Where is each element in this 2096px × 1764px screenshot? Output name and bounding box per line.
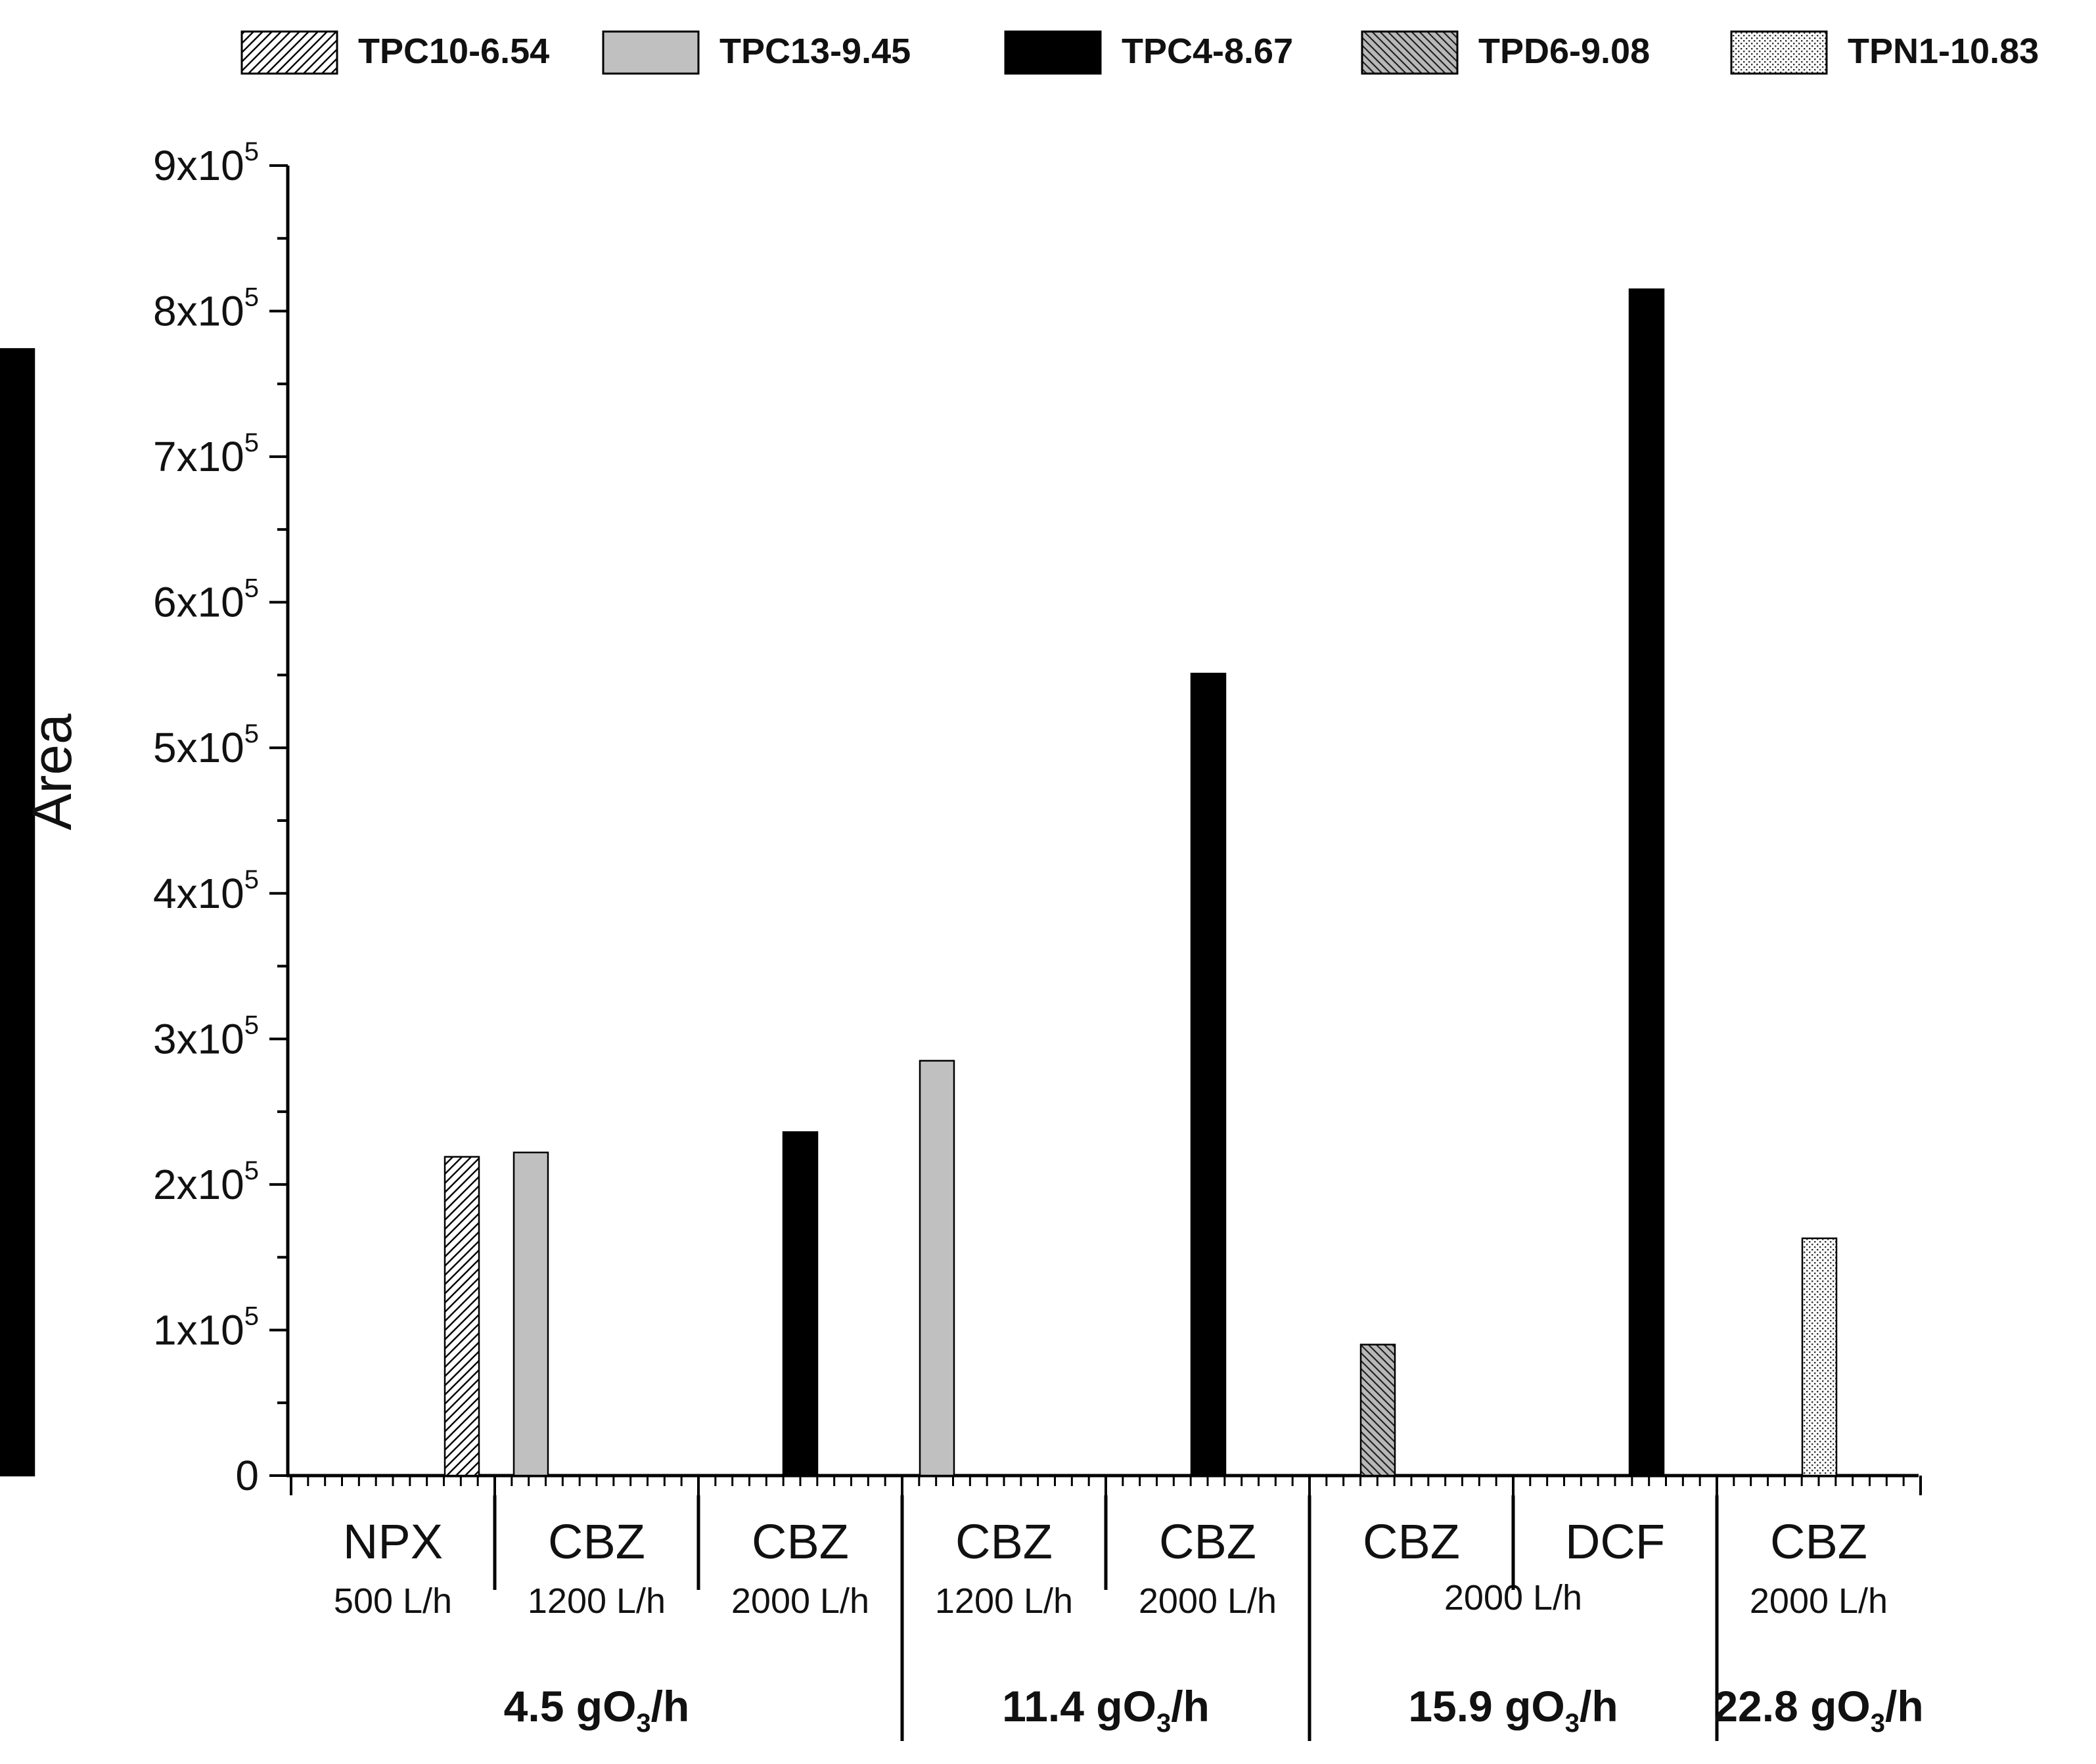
y-axis-title: Area <box>21 713 83 830</box>
y-axis: 0 1x105 2x105 3x105 4x105 5x105 6x105 7x105 8x10… <box>153 137 290 1499</box>
y-tick-label-2: 2x105 <box>153 1156 259 1208</box>
flow-label: 1200 L/h <box>935 1581 1073 1621</box>
legend-label-4: TPD6-9.08 <box>1478 32 1650 71</box>
legend: TPC10-6.54 TPC13-9.45 TPC4-8.67 TPD6-9.08 TP… <box>240 30 2039 75</box>
y-tick-label-6: 6x105 <box>153 574 259 626</box>
category-label-cbz: CBZ <box>1159 1514 1256 1569</box>
bar-tpc10-6.54 <box>444 1156 480 1477</box>
y-tick-label-3: 3x105 <box>153 1010 259 1062</box>
y-tick-label-5: 5x105 <box>153 719 259 771</box>
y-tick-label-9: 9x105 <box>153 137 259 189</box>
legend-label-3: TPC4-8.67 <box>1122 32 1293 71</box>
bar-tpn1-10.83 <box>1801 1237 1838 1477</box>
legend-swatch-5 <box>1730 30 1828 75</box>
dose-group-label-2: 11.4 gO3/h <box>1002 1682 1210 1738</box>
x-axis <box>286 1474 1922 1495</box>
bars <box>0 288 1838 1477</box>
y-tick-label-8: 8x105 <box>153 283 259 335</box>
legend-swatch-1 <box>240 30 338 75</box>
category-label-npx: NPX <box>343 1514 443 1569</box>
bar-tpc13-9.45 <box>919 1060 955 1477</box>
flow-label: 2000 L/h <box>1139 1581 1277 1621</box>
flow-label: 2000 L/h <box>731 1581 869 1621</box>
bar-tpc4-8.67 <box>0 348 35 1477</box>
bar-tpd6-9.08 <box>1359 1344 1396 1477</box>
bar-tpc13-9.45 <box>513 1151 549 1477</box>
y-tick-label-4: 4x105 <box>153 865 259 917</box>
legend-label-1: TPC10-6.54 <box>358 32 549 71</box>
category-label-cbz: CBZ <box>752 1514 849 1569</box>
category-label-dcf: DCF <box>1565 1514 1665 1569</box>
y-tick-label-7: 7x105 <box>153 428 259 480</box>
y-tick-label-1: 1x105 <box>153 1301 259 1353</box>
category-label-cbz: CBZ <box>955 1514 1053 1569</box>
bar-tpc4-8.67 <box>1190 672 1227 1477</box>
flow-label: 500 L/h <box>334 1581 452 1621</box>
x-axis-labels: NPX 500 L/h CBZ 1200 L/h CBZ 2000 L/h CBZ 1200 … <box>334 1495 1924 1741</box>
legend-label-5: TPN1-10.83 <box>1848 32 2039 71</box>
flow-label: 2000 L/h <box>1750 1581 1888 1621</box>
category-label-cbz: CBZ <box>1363 1514 1460 1569</box>
legend-swatch-2 <box>602 30 700 75</box>
dose-group-label-1: 4.5 gO3/h <box>504 1682 690 1738</box>
legend-swatch-4 <box>1361 30 1459 75</box>
dose-group-label-3: 15.9 gO3/h <box>1408 1682 1618 1738</box>
legend-label-2: TPC13-9.45 <box>719 32 911 71</box>
category-label-cbz: CBZ <box>1770 1514 1867 1569</box>
dose-group-label-4: 22.8 gO3/h <box>1714 1682 1923 1738</box>
category-label-cbz: CBZ <box>548 1514 645 1569</box>
bar-tpc4-8.67 <box>1628 288 1665 1477</box>
legend-swatch-3 <box>1004 30 1102 75</box>
flow-label: 1200 L/h <box>528 1581 666 1621</box>
y-tick-label-0: 0 <box>235 1452 259 1499</box>
bar-tpc4-8.67 <box>782 1131 819 1477</box>
